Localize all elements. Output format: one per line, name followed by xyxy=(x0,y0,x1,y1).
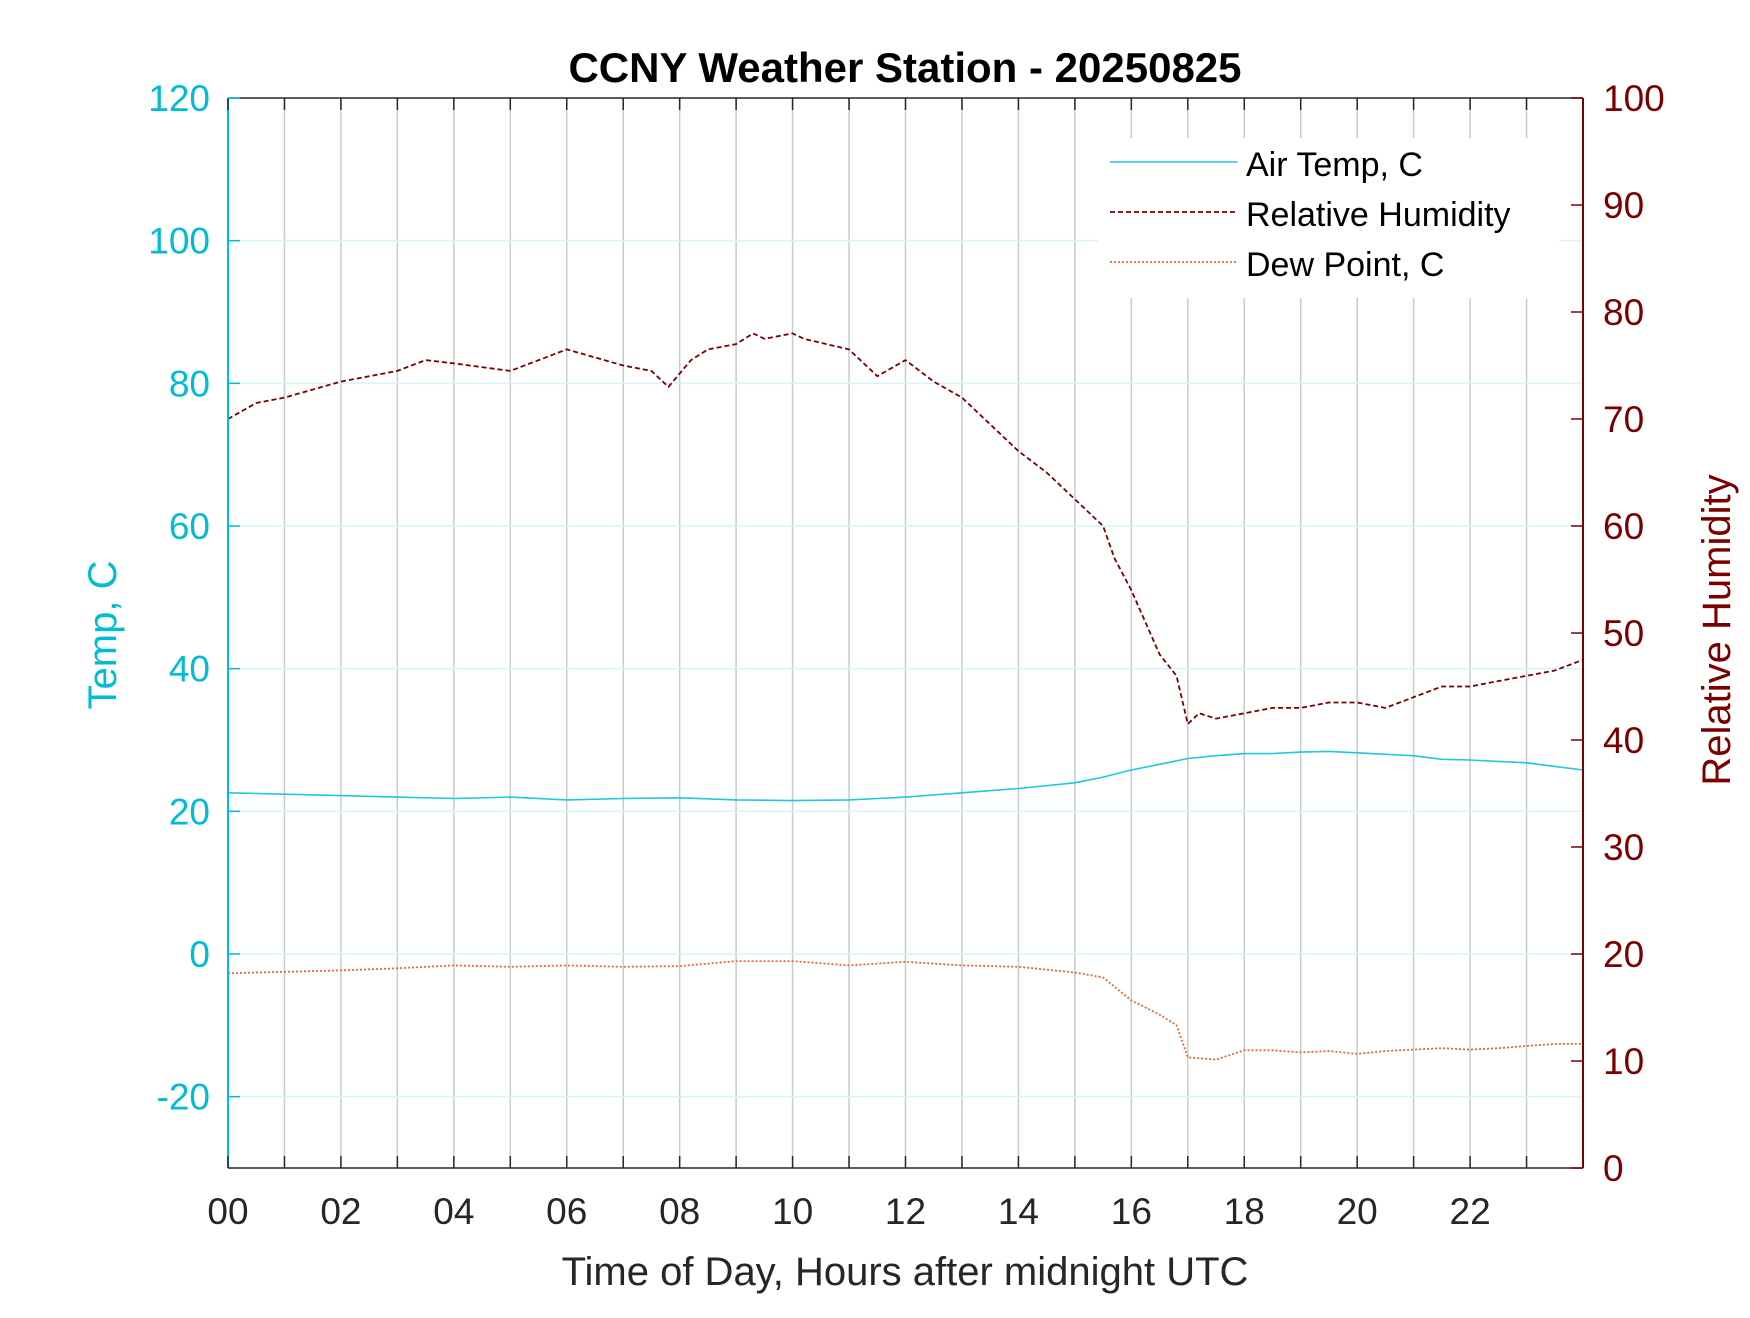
x-tick-label: 04 xyxy=(433,1191,474,1232)
x-tick-label: 00 xyxy=(207,1191,248,1232)
x-tick-label: 20 xyxy=(1337,1191,1378,1232)
series-humidity-line xyxy=(227,332,1584,725)
y-right-tick-label: 80 xyxy=(1603,292,1644,333)
x-tick-label: 08 xyxy=(659,1191,700,1232)
y-left-tick-label: 20 xyxy=(169,791,210,832)
legend-label-humidity: Relative Humidity xyxy=(1246,196,1511,234)
y-right-tick-label: 20 xyxy=(1603,934,1644,975)
axes-layer: 00 02 04 06 08 10 12 14 16 18 20 22-200204060801001… xyxy=(148,78,1664,1232)
y-left-tick-label: 120 xyxy=(148,78,210,119)
x-tick-label: 18 xyxy=(1224,1191,1265,1232)
y-right-tick-label: 40 xyxy=(1603,720,1644,761)
x-tick-label: 16 xyxy=(1111,1191,1152,1232)
x-tick-label: 02 xyxy=(320,1191,361,1232)
x-tick-label: 14 xyxy=(998,1191,1039,1232)
x-tick-label: 06 xyxy=(546,1191,587,1232)
y-left-tick-label: 60 xyxy=(169,506,210,547)
y-right-tick-label: 0 xyxy=(1603,1148,1624,1189)
y-left-tick-label: -20 xyxy=(157,1077,210,1118)
legend-label-dew-point: Dew Point, C xyxy=(1246,246,1444,284)
series-dew-point-line xyxy=(227,960,1583,1061)
legend: Air Temp, C Relative Humidity Dew Point,… xyxy=(1098,138,1560,298)
y-left-tick-label: 80 xyxy=(169,363,210,404)
series-layer xyxy=(227,332,1584,1061)
series-air-temp-line xyxy=(227,750,1584,802)
y-left-tick-label: 100 xyxy=(148,221,210,262)
grid-layer xyxy=(228,98,1583,1168)
y-right-tick-label: 60 xyxy=(1603,506,1644,547)
y-axis-right-label: Relative Humidity xyxy=(1695,474,1739,785)
y-right-tick-label: 100 xyxy=(1603,78,1665,119)
legend-box xyxy=(1098,138,1560,298)
x-tick-label: 12 xyxy=(885,1191,926,1232)
y-right-tick-label: 30 xyxy=(1603,827,1644,868)
y-left-tick-label: 0 xyxy=(189,934,210,975)
y-right-tick-label: 70 xyxy=(1603,399,1644,440)
x-axis-label: Time of Day, Hours after midnight UTC xyxy=(562,1250,1249,1294)
x-tick-label: 22 xyxy=(1450,1191,1491,1232)
y-axis-left-label: Temp, C xyxy=(81,561,125,710)
legend-label-air-temp: Air Temp, C xyxy=(1246,146,1423,184)
y-right-tick-label: 50 xyxy=(1603,613,1644,654)
chart-title: CCNY Weather Station - 20250825 xyxy=(568,44,1241,91)
y-right-tick-label: 90 xyxy=(1603,185,1644,226)
y-left-tick-label: 40 xyxy=(169,649,210,690)
y-right-tick-label: 10 xyxy=(1603,1041,1644,1082)
x-tick-label: 10 xyxy=(772,1191,813,1232)
